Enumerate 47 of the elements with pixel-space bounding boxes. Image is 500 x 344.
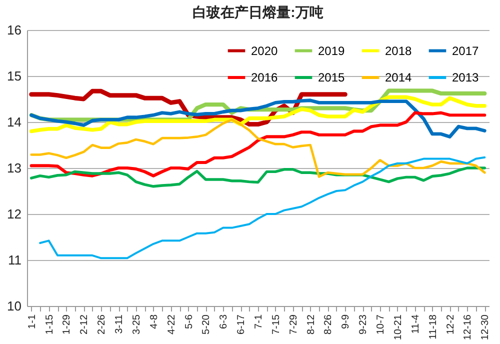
x-tick-label: 7-29 (288, 314, 300, 335)
x-tick-label: 8-12 (306, 314, 317, 335)
x-tick-label: 7-15 (270, 314, 282, 335)
x-tick-label: 9-23 (358, 314, 370, 335)
x-tick-label: 11-4 (410, 314, 422, 334)
y-tick-label: 13 (7, 160, 22, 176)
x-tick-label: 2-26 (96, 314, 108, 335)
x-tick-label: 1-15 (44, 314, 56, 335)
x-tick-label: 1-1 (26, 314, 38, 329)
y-tick-label: 14 (7, 114, 22, 130)
legend-label: 2015 (318, 70, 346, 84)
y-tick-label: 16 (7, 22, 22, 38)
x-tick-label: 12-16 (462, 314, 474, 340)
x-tick-label: 10-7 (376, 314, 387, 335)
x-tick-label: 7-1 (254, 314, 264, 329)
legend-label: 2016 (251, 70, 278, 84)
y-tick-label: 11 (8, 252, 22, 268)
x-tick-label: 12-2 (445, 314, 456, 335)
legend-label: 2018 (385, 44, 412, 58)
x-tick-label: 6-17 (236, 314, 248, 335)
x-tick-label: 4-22 (166, 314, 178, 335)
x-tick-label: 5-6 (184, 314, 195, 329)
x-tick-label: 4-8 (148, 314, 160, 329)
line-series (30, 166, 486, 188)
x-tick-label: 3-11 (114, 314, 126, 334)
y-tick-label: 15 (7, 68, 22, 84)
x-tick-label: 9-9 (340, 314, 352, 329)
line-series (39, 156, 486, 260)
legend-label: 2020 (251, 44, 278, 58)
x-tick-label: 8-26 (323, 314, 334, 335)
x-tick-label: 3-25 (131, 314, 142, 335)
x-tick-label: 1-29 (62, 314, 73, 335)
x-tick-label: 10-21 (392, 314, 404, 340)
line-series (29, 95, 487, 134)
x-tick-label: 6-3 (218, 314, 230, 329)
legend-label: 2014 (385, 70, 412, 84)
legend-label: 2019 (318, 44, 346, 58)
legend-label: 2017 (452, 44, 480, 58)
y-tick-label: 10 (7, 298, 22, 314)
line-series (30, 98, 486, 138)
chart-title: 白玻在产日熔量:万吨 (192, 4, 324, 20)
x-tick-label: 5-20 (201, 314, 212, 335)
x-tick-label: 11-18 (428, 314, 439, 340)
x-tick-label: 12-30 (480, 314, 492, 340)
y-tick-label: 12 (7, 206, 22, 222)
legend-label: 2013 (452, 70, 480, 84)
x-tick-label: 2-12 (79, 314, 90, 335)
